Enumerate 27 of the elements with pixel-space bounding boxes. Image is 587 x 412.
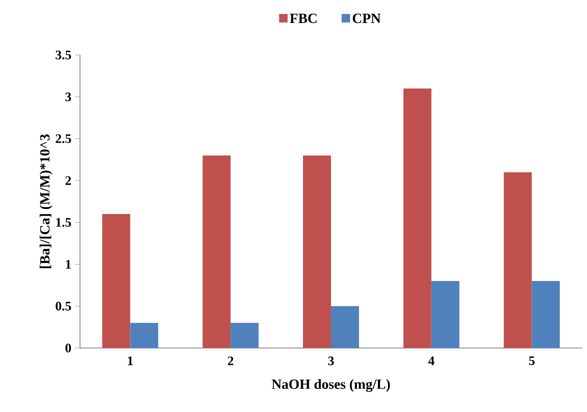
y-tick-label: 3.5 — [56, 50, 72, 60]
bar — [331, 306, 359, 348]
bar — [303, 155, 331, 348]
legend-label: FBC — [290, 14, 317, 24]
x-tick-label: 3 — [328, 356, 334, 366]
y-tick-label: 2.5 — [56, 134, 72, 144]
bar — [230, 322, 259, 348]
bar — [130, 322, 158, 348]
bar — [102, 214, 130, 348]
bar — [202, 155, 231, 348]
bar — [403, 88, 432, 348]
bar — [431, 281, 460, 348]
bar — [504, 172, 532, 348]
y-tick-label: 1.5 — [56, 218, 72, 227]
y-axis-title: [Ba]/[Ca] (M/M)*10^3 — [40, 134, 52, 268]
y-tick-label: 0.5 — [56, 302, 72, 311]
x-tick-label: 2 — [228, 356, 234, 366]
y-tick-label: 3 — [65, 92, 72, 102]
bar — [532, 281, 560, 348]
x-tick-label: 1 — [128, 356, 133, 366]
x-tick-label: 4 — [428, 356, 434, 366]
x-axis-title: NaOH doses (mg/L) — [272, 379, 390, 392]
x-tick-label: 5 — [529, 356, 535, 366]
y-tick-label: 1 — [66, 260, 71, 269]
y-tick-label: 0 — [65, 344, 71, 352]
y-tick-label: 2 — [66, 176, 71, 185]
legend-label: CPN — [352, 14, 381, 24]
